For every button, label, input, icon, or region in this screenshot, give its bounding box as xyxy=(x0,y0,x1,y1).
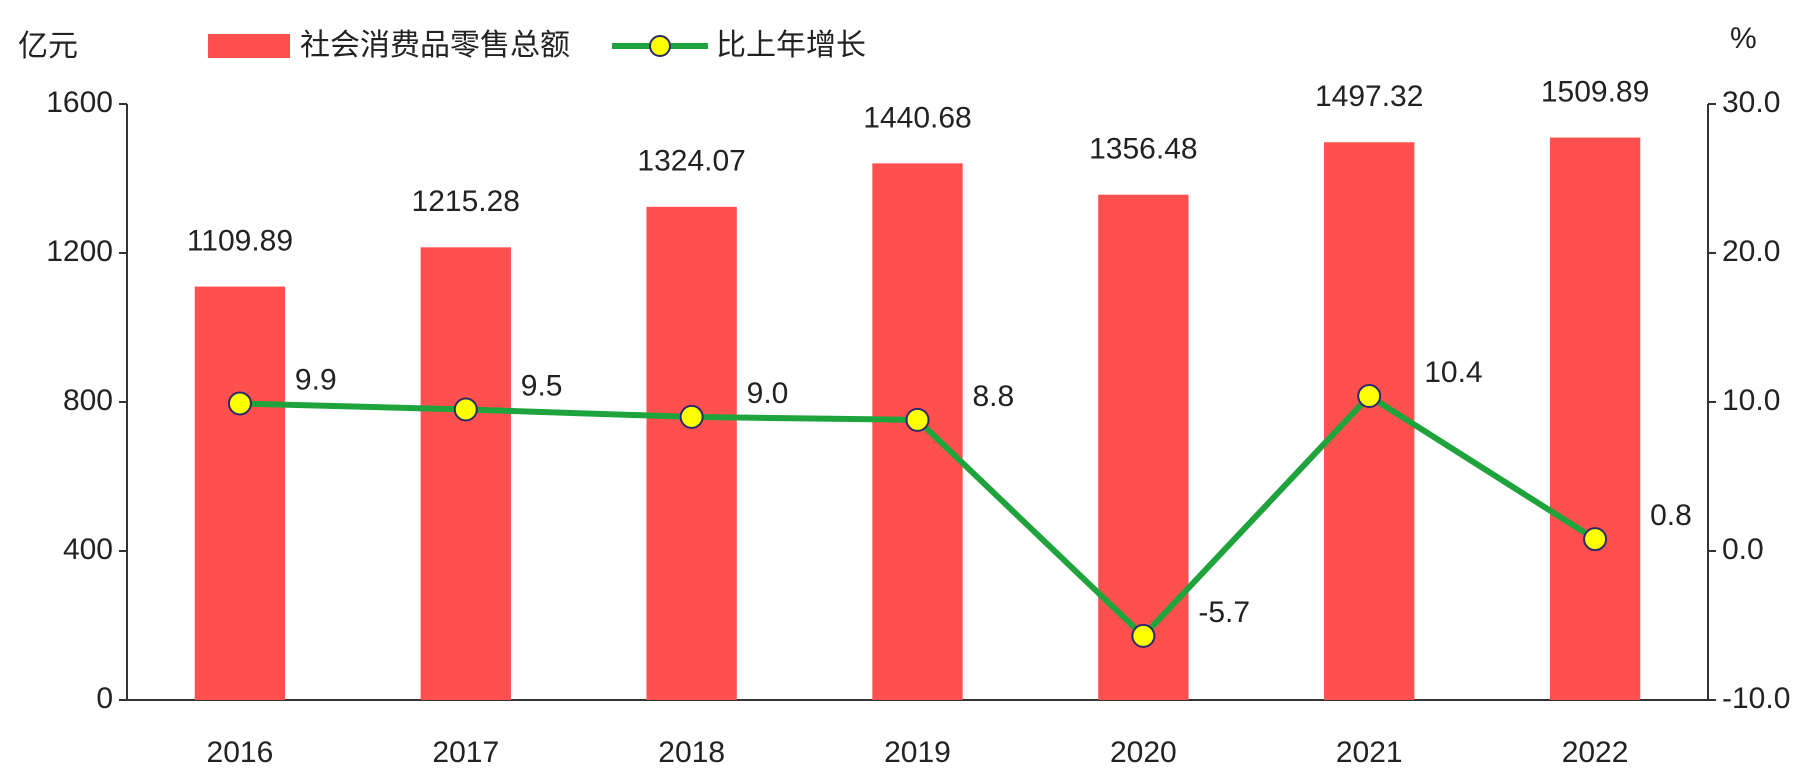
line-value-label: 8.8 xyxy=(973,380,1015,413)
legend-swatch xyxy=(208,34,290,58)
y2-tick-label: 30.0 xyxy=(1722,86,1780,119)
line-marker xyxy=(227,391,252,416)
x-tick-label: 2021 xyxy=(1336,736,1403,769)
line-value-label: 9.9 xyxy=(295,363,337,396)
x-tick-label: 2018 xyxy=(658,736,725,769)
y-tick-label: 400 xyxy=(63,533,113,566)
y2-tick-label: 0.0 xyxy=(1722,533,1764,566)
line-marker xyxy=(1131,623,1156,648)
x-tick-label: 2022 xyxy=(1562,736,1629,769)
bar-value-label: 1356.48 xyxy=(1089,133,1197,166)
y2-tick-label: -10.0 xyxy=(1722,682,1790,715)
bar xyxy=(646,206,737,700)
x-tick-label: 2017 xyxy=(432,736,499,769)
y-tick-label: 1200 xyxy=(46,235,113,268)
y2-unit: % xyxy=(1730,22,1757,55)
bar-value-label: 1109.89 xyxy=(187,224,293,257)
bar xyxy=(1549,137,1641,700)
line-value-label: 9.0 xyxy=(747,377,789,410)
bar-value-label: 1324.07 xyxy=(637,145,745,178)
line-marker xyxy=(453,397,478,422)
bar-value-label: 1497.32 xyxy=(1315,80,1423,113)
x-tick-label: 2016 xyxy=(207,736,274,769)
bar-value-label: 1509.89 xyxy=(1541,75,1649,108)
line-marker xyxy=(905,407,930,432)
x-tick-label: 2020 xyxy=(1110,736,1177,769)
y2-tick-label: 10.0 xyxy=(1722,384,1780,417)
y-tick-label: 0 xyxy=(96,682,113,715)
line-value-label: 10.4 xyxy=(1424,356,1482,389)
bar xyxy=(1098,194,1189,701)
line-marker xyxy=(679,404,704,429)
line-value-label: 9.5 xyxy=(521,369,563,402)
bar-value-label: 1215.28 xyxy=(412,185,520,218)
y-tick-label: 800 xyxy=(63,384,113,417)
bar xyxy=(420,247,511,700)
legend-marker xyxy=(649,35,671,57)
legend-label: 比上年增长 xyxy=(716,29,866,62)
y-tick-label: 1600 xyxy=(46,86,113,119)
bar xyxy=(194,286,286,700)
x-tick-label: 2019 xyxy=(884,736,951,769)
bar-value-label: 1440.68 xyxy=(863,101,971,134)
bar xyxy=(1324,142,1415,701)
y-unit: 亿元 xyxy=(18,30,78,63)
line-marker xyxy=(1583,527,1608,552)
y2-tick-label: 20.0 xyxy=(1722,235,1780,268)
line-value-label: 0.8 xyxy=(1650,499,1692,532)
line-value-label: -5.7 xyxy=(1198,596,1250,629)
legend-label: 社会消费品零售总额 xyxy=(300,29,570,62)
line-marker xyxy=(1357,384,1382,409)
